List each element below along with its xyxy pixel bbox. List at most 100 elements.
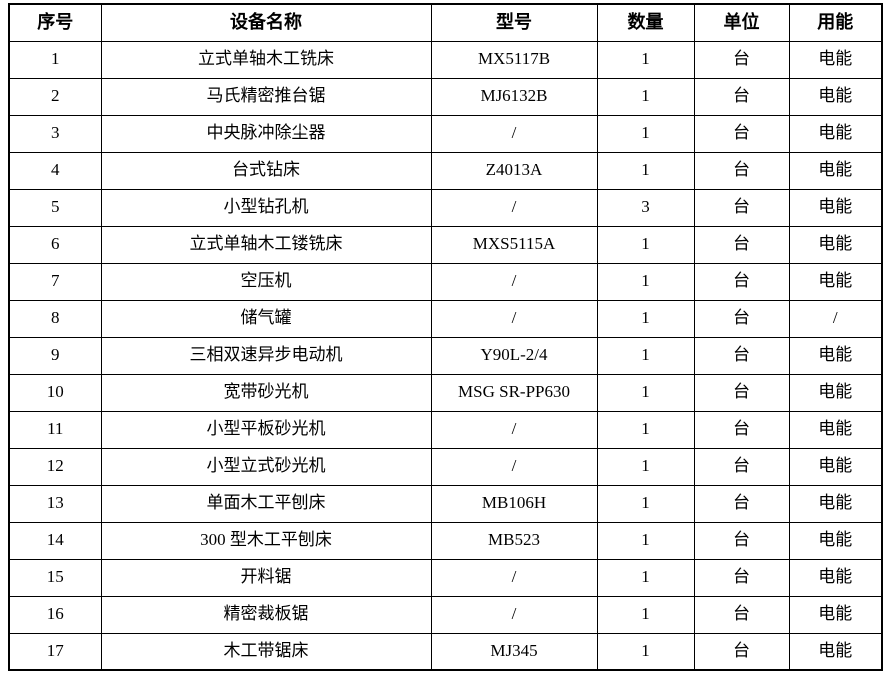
table-cell-unit: 台 xyxy=(693,410,790,449)
table-row: 4 台式钻床 Z4013A 1 台电能 xyxy=(8,151,883,190)
table-cell-model: MXS5115A xyxy=(430,225,598,264)
table-cell-name: 储气罐 xyxy=(100,299,432,338)
table-cell-index: 11 xyxy=(8,410,102,449)
table-cell-index: 12 xyxy=(8,447,102,486)
table-cell-energy: / xyxy=(788,299,883,338)
table-cell-unit: 台 xyxy=(693,558,790,597)
table-cell-index: 6 xyxy=(8,225,102,264)
table-cell-unit: 台 xyxy=(693,632,790,671)
header-row: 序号 设备名称 型号 数量 单位 用能 xyxy=(8,3,883,42)
equipment-table-head: 序号 设备名称 型号 数量 单位 用能 xyxy=(8,3,883,42)
table-cell-unit: 台 xyxy=(693,151,790,190)
table-cell-index: 16 xyxy=(8,595,102,634)
table-row: 6 立式单轴木工镂铣床 MXS5115A 1 台电能 xyxy=(8,225,883,264)
table-cell-quantity: 1 xyxy=(596,558,695,597)
table-cell-name: 单面木工平刨床 xyxy=(100,484,432,523)
table-row: 5 小型钻孔机/3 台电能 xyxy=(8,188,883,227)
table-cell-model: / xyxy=(430,595,598,634)
table-row: 17 木工带锯床 MJ345 1 台电能 xyxy=(8,632,883,671)
column-header-energy: 用能 xyxy=(788,3,883,42)
table-cell-energy: 电能 xyxy=(788,521,883,560)
table-cell-quantity: 1 xyxy=(596,77,695,116)
table-row: 11 小型平板砂光机/1 台电能 xyxy=(8,410,883,449)
column-header-name: 设备名称 xyxy=(100,3,432,42)
table-cell-name: 小型立式砂光机 xyxy=(100,447,432,486)
table-cell-quantity: 1 xyxy=(596,151,695,190)
table-cell-name: 立式单轴木工镂铣床 xyxy=(100,225,432,264)
table-cell-energy: 电能 xyxy=(788,336,883,375)
table-cell-index: 10 xyxy=(8,373,102,412)
table-row: 2 马氏精密推台锯 MJ6132B 1 台电能 xyxy=(8,77,883,116)
table-cell-quantity: 1 xyxy=(596,40,695,79)
table-cell-energy: 电能 xyxy=(788,373,883,412)
table-cell-energy: 电能 xyxy=(788,262,883,301)
table-cell-energy: 电能 xyxy=(788,632,883,671)
table-cell-energy: 电能 xyxy=(788,484,883,523)
table-cell-model: MSG SR-PP630 xyxy=(430,373,598,412)
table-cell-quantity: 1 xyxy=(596,410,695,449)
table-cell-model: MB106H xyxy=(430,484,598,523)
table-row: 16 精密裁板锯/1 台电能 xyxy=(8,595,883,634)
table-cell-unit: 台 xyxy=(693,447,790,486)
table-cell-energy: 电能 xyxy=(788,447,883,486)
table-row: 7 空压机/1 台电能 xyxy=(8,262,883,301)
table-cell-model: / xyxy=(430,188,598,227)
table-cell-index: 13 xyxy=(8,484,102,523)
table-cell-unit: 台 xyxy=(693,521,790,560)
table-cell-index: 1 xyxy=(8,40,102,79)
table-cell-energy: 电能 xyxy=(788,225,883,264)
table-cell-quantity: 1 xyxy=(596,336,695,375)
table-cell-quantity: 1 xyxy=(596,632,695,671)
table-cell-unit: 台 xyxy=(693,484,790,523)
table-cell-name: 300 型木工平刨床 xyxy=(100,521,432,560)
table-cell-model: / xyxy=(430,262,598,301)
table-cell-index: 14 xyxy=(8,521,102,560)
table-cell-index: 17 xyxy=(8,632,102,671)
table-cell-unit: 台 xyxy=(693,225,790,264)
column-header-model: 型号 xyxy=(430,3,598,42)
table-cell-energy: 电能 xyxy=(788,410,883,449)
table-cell-unit: 台 xyxy=(693,299,790,338)
table-cell-model: / xyxy=(430,447,598,486)
table-cell-name: 三相双速异步电动机 xyxy=(100,336,432,375)
column-header-quantity: 数量 xyxy=(596,3,695,42)
table-row: 9 三相双速异步电动机 Y90L-2/4 1 台电能 xyxy=(8,336,883,375)
table-cell-name: 立式单轴木工铣床 xyxy=(100,40,432,79)
table-cell-name: 宽带砂光机 xyxy=(100,373,432,412)
table-cell-index: 2 xyxy=(8,77,102,116)
table-cell-energy: 电能 xyxy=(788,151,883,190)
table-cell-quantity: 1 xyxy=(596,225,695,264)
table-cell-unit: 台 xyxy=(693,77,790,116)
table-cell-name: 台式钻床 xyxy=(100,151,432,190)
equipment-table: 序号 设备名称 型号 数量 单位 用能 1 立式单轴木工铣床 MX5117B 1 台电能 2 马氏精密… xyxy=(8,3,883,671)
table-cell-quantity: 3 xyxy=(596,188,695,227)
table-cell-index: 8 xyxy=(8,299,102,338)
table-cell-name: 开料锯 xyxy=(100,558,432,597)
column-header-unit: 单位 xyxy=(693,3,790,42)
table-cell-unit: 台 xyxy=(693,40,790,79)
table-cell-model: MX5117B xyxy=(430,40,598,79)
table-cell-model: MJ6132B xyxy=(430,77,598,116)
table-cell-model: MB523 xyxy=(430,521,598,560)
table-cell-name: 马氏精密推台锯 xyxy=(100,77,432,116)
table-row: 13 单面木工平刨床 MB106H 1 台电能 xyxy=(8,484,883,523)
table-cell-quantity: 1 xyxy=(596,447,695,486)
table-cell-name: 木工带锯床 xyxy=(100,632,432,671)
column-header-index: 序号 xyxy=(8,3,102,42)
table-cell-unit: 台 xyxy=(693,373,790,412)
table-cell-quantity: 1 xyxy=(596,299,695,338)
table-cell-quantity: 1 xyxy=(596,114,695,153)
table-cell-model: / xyxy=(430,114,598,153)
table-cell-name: 小型平板砂光机 xyxy=(100,410,432,449)
table-cell-energy: 电能 xyxy=(788,595,883,634)
table-cell-name: 精密裁板锯 xyxy=(100,595,432,634)
table-cell-unit: 台 xyxy=(693,188,790,227)
table-cell-energy: 电能 xyxy=(788,114,883,153)
table-cell-energy: 电能 xyxy=(788,558,883,597)
table-cell-name: 中央脉冲除尘器 xyxy=(100,114,432,153)
table-cell-energy: 电能 xyxy=(788,188,883,227)
table-row: 14 300 型木工平刨床 MB523 1 台电能 xyxy=(8,521,883,560)
table-cell-quantity: 1 xyxy=(596,595,695,634)
table-row: 12 小型立式砂光机/1 台电能 xyxy=(8,447,883,486)
